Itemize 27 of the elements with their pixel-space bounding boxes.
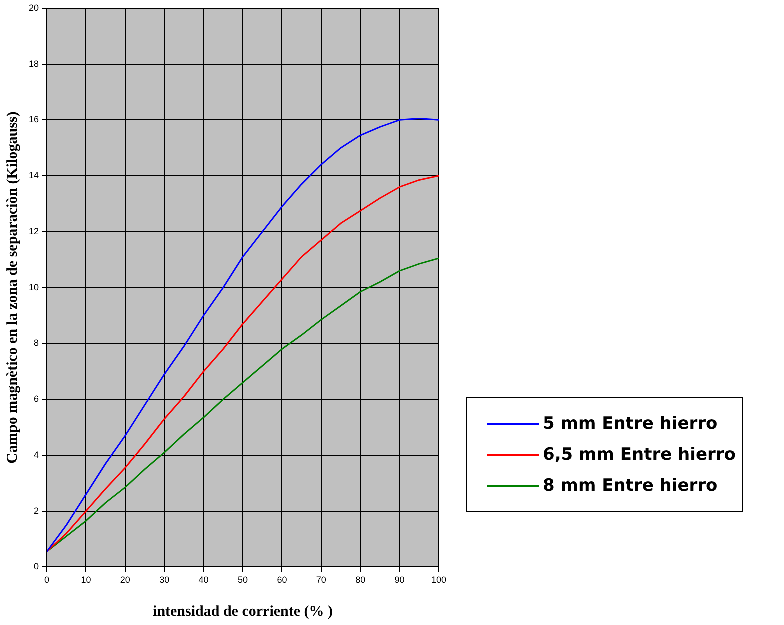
y-tick-label: 2 [34, 506, 40, 516]
y-tick-label: 18 [28, 58, 40, 69]
legend-label: 8 mm Entre hierro [543, 476, 718, 496]
x-tick-label: 40 [198, 575, 209, 586]
legend-label: 6,5 mm Entre hierro [543, 444, 736, 464]
x-tick-label: 10 [81, 575, 92, 586]
y-tick-label: 16 [28, 114, 40, 125]
x-tick-label: 100 [431, 575, 447, 586]
x-tick-label: 30 [160, 575, 170, 586]
x-tick-label: 50 [238, 575, 248, 586]
y-tick-label: 12 [28, 226, 40, 236]
x-tick-label: 0 [44, 575, 50, 586]
y-tick-label: 20 [28, 2, 40, 13]
x-tick-label: 80 [356, 575, 366, 586]
x-tick-label: 60 [277, 575, 288, 586]
y-tick-label: 0 [34, 562, 40, 572]
y-tick-label: 8 [34, 338, 40, 348]
y-axis-title: Campo magnètico en la zona de separaciòn (Kilogauss) [4, 112, 21, 464]
x-tick-label: 20 [120, 575, 130, 586]
y-tick-label: 6 [34, 394, 40, 404]
y-tick-label: 4 [34, 450, 40, 460]
legend-label: 5 mm Entre hierro [543, 414, 718, 434]
x-tick-label: 90 [394, 575, 405, 586]
y-tick-label: 10 [28, 282, 40, 292]
x-axis-title: intensidad de corriente (% ) [153, 604, 333, 620]
x-tick-label: 70 [316, 575, 326, 586]
y-tick-label: 14 [28, 170, 40, 181]
